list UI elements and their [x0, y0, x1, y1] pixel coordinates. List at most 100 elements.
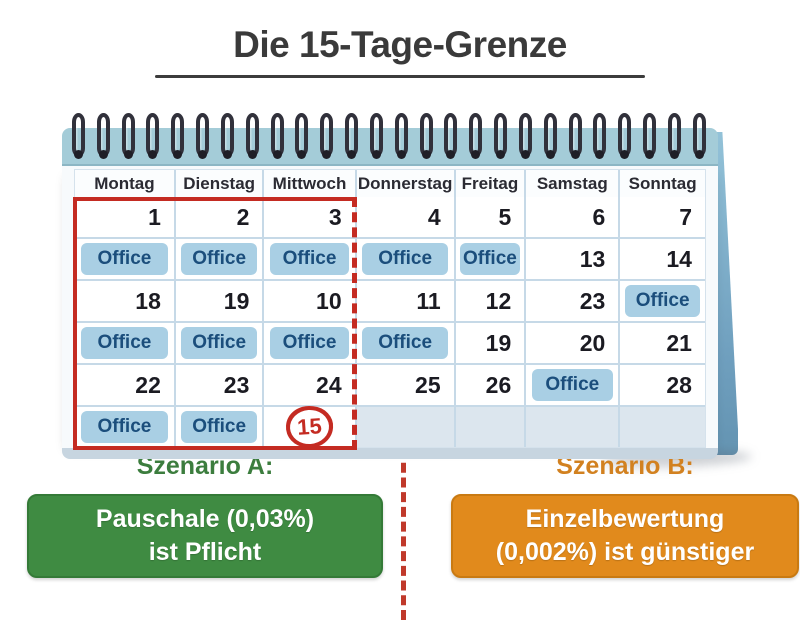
calendar-cell: Office: [175, 323, 263, 363]
calendar-cell: 14: [620, 239, 705, 279]
weekday-saturday: Samstag: [526, 170, 619, 197]
calendar-cell: Office: [620, 281, 705, 321]
scenario-a-section: Szenario A: Pauschale (0,03%) ist Pflich…: [10, 452, 400, 578]
binder-ring-icon: [643, 113, 657, 159]
office-day-badge: Office: [531, 369, 613, 401]
weekday-friday: Freitag: [455, 170, 525, 197]
scenario-b-line2: (0,002%) ist günstiger: [495, 538, 755, 566]
binder-ring-icon: [121, 113, 135, 159]
binder-ring-icon: [444, 113, 458, 159]
calendar-cell: Office: [526, 365, 619, 405]
binder-ring-icon: [72, 113, 85, 159]
binder-ring-icon: [394, 113, 408, 159]
title-underline: [155, 75, 645, 78]
weekday-header-row: Montag Dienstag Mittwoch Donnerstag Frei…: [74, 169, 706, 197]
binder-ring-icon: [270, 113, 284, 159]
page-title: Die 15-Tage-Grenze: [233, 24, 567, 65]
office-day-badge: Office: [269, 327, 350, 359]
calendar-cell: Office: [175, 239, 263, 279]
calendar-cell: Office: [175, 407, 263, 447]
binder-ring-icon: [196, 113, 210, 159]
calendar-cell: [455, 407, 525, 447]
weekday-tuesday: Dienstag: [175, 170, 263, 197]
calendar-cell: 10: [264, 281, 355, 321]
calendar-cell: [620, 407, 705, 447]
office-day-badge: Office: [269, 243, 350, 275]
calendar-cell: 18: [75, 281, 174, 321]
calendar-cell: 4: [356, 197, 454, 237]
calendar-cell: 13: [526, 239, 619, 279]
binder-ring-icon: [568, 113, 582, 159]
office-day-badge: Office: [181, 411, 258, 443]
calendar-cell: Office: [264, 323, 355, 363]
binder-ring-icon: [667, 113, 681, 159]
header: Die 15-Tage-Grenze: [0, 24, 800, 78]
office-day-badge: Office: [80, 243, 168, 275]
calendar-cell: 15: [264, 405, 355, 449]
calendar-cell: Office: [75, 407, 174, 447]
calendar-cell: 21: [620, 323, 705, 363]
calendar-cell: 12: [455, 281, 525, 321]
scenario-b-line1: Einzelbewertung: [525, 505, 725, 533]
calendar-cell: 25: [356, 365, 454, 405]
calendar-cell: 5: [455, 197, 525, 237]
weekday-wednesday: Mittwoch: [264, 170, 355, 197]
day-count-circle: 15: [285, 405, 334, 449]
binder-ring-icon: [245, 113, 259, 159]
calendar-cell: 3: [264, 197, 355, 237]
binder-ring-icon: [518, 113, 532, 159]
calendar-cell: Office: [75, 239, 174, 279]
office-day-badge: Office: [181, 327, 258, 359]
binder-ring-icon: [320, 113, 334, 159]
binder-ring-icon: [171, 113, 185, 159]
office-day-badge: Office: [80, 411, 168, 443]
binder-ring-icon: [469, 113, 483, 159]
calendar-cell: Office: [356, 323, 454, 363]
calendar-cell: [526, 407, 619, 447]
weekday-sunday: Sonntag: [620, 170, 705, 197]
office-day-badge: Office: [181, 243, 258, 275]
desk-calendar: Montag Dienstag Mittwoch Donnerstag Frei…: [62, 113, 753, 470]
calendar-grid: 1 2 3 4 5 6 7 Office Office Office Office Office 13 1…: [74, 197, 706, 449]
scenario-divider-dashed-line: [401, 448, 406, 620]
office-day-badge: Office: [80, 327, 168, 359]
spiral-binding: [72, 113, 706, 161]
office-day-badge: Office: [459, 243, 521, 275]
calendar-cell: 20: [526, 323, 619, 363]
office-day-badge: Office: [362, 243, 448, 275]
scenario-a-line1: Pauschale (0,03%): [95, 505, 315, 533]
binder-ring-icon: [494, 113, 508, 159]
calendar-cell: 2: [175, 197, 263, 237]
calendar-cell: Office: [356, 239, 454, 279]
binder-ring-icon: [345, 113, 359, 159]
calendar-cell: 19: [455, 323, 525, 363]
calendar-cell: 23: [175, 365, 263, 405]
binder-ring-icon: [369, 113, 383, 159]
scenario-a-line2: ist Pflicht: [148, 538, 262, 566]
calendar-cell: 26: [455, 365, 525, 405]
binder-ring-icon: [146, 113, 160, 159]
scenario-b-section: Szenario B: Einzelbewertung (0,002%) ist…: [430, 452, 800, 578]
calendar-cell: 24: [264, 365, 355, 405]
calendar-cell: 1: [75, 197, 174, 237]
binder-ring-icon: [618, 113, 632, 159]
weekday-monday: Montag: [75, 170, 174, 197]
calendar-cell: Office: [264, 239, 355, 279]
calendar-cell: Office: [75, 323, 174, 363]
calendar-cell: Office: [455, 239, 525, 279]
calendar-cell: 11: [356, 281, 454, 321]
weekday-thursday: Donnerstag: [356, 170, 454, 197]
calendar-cell: 23: [526, 281, 619, 321]
calendar-cell: 7: [620, 197, 705, 237]
binder-ring-icon: [96, 113, 110, 159]
calendar-cell: 19: [175, 281, 263, 321]
calendar-cell: 22: [75, 365, 174, 405]
calendar-cell: [356, 407, 454, 447]
binder-ring-icon: [593, 113, 607, 159]
binder-ring-icon: [692, 113, 706, 159]
calendar-bottom-edge: [62, 448, 718, 459]
office-day-badge: Office: [362, 327, 448, 359]
office-day-badge: Office: [625, 285, 700, 317]
calendar-cell: 28: [620, 365, 705, 405]
